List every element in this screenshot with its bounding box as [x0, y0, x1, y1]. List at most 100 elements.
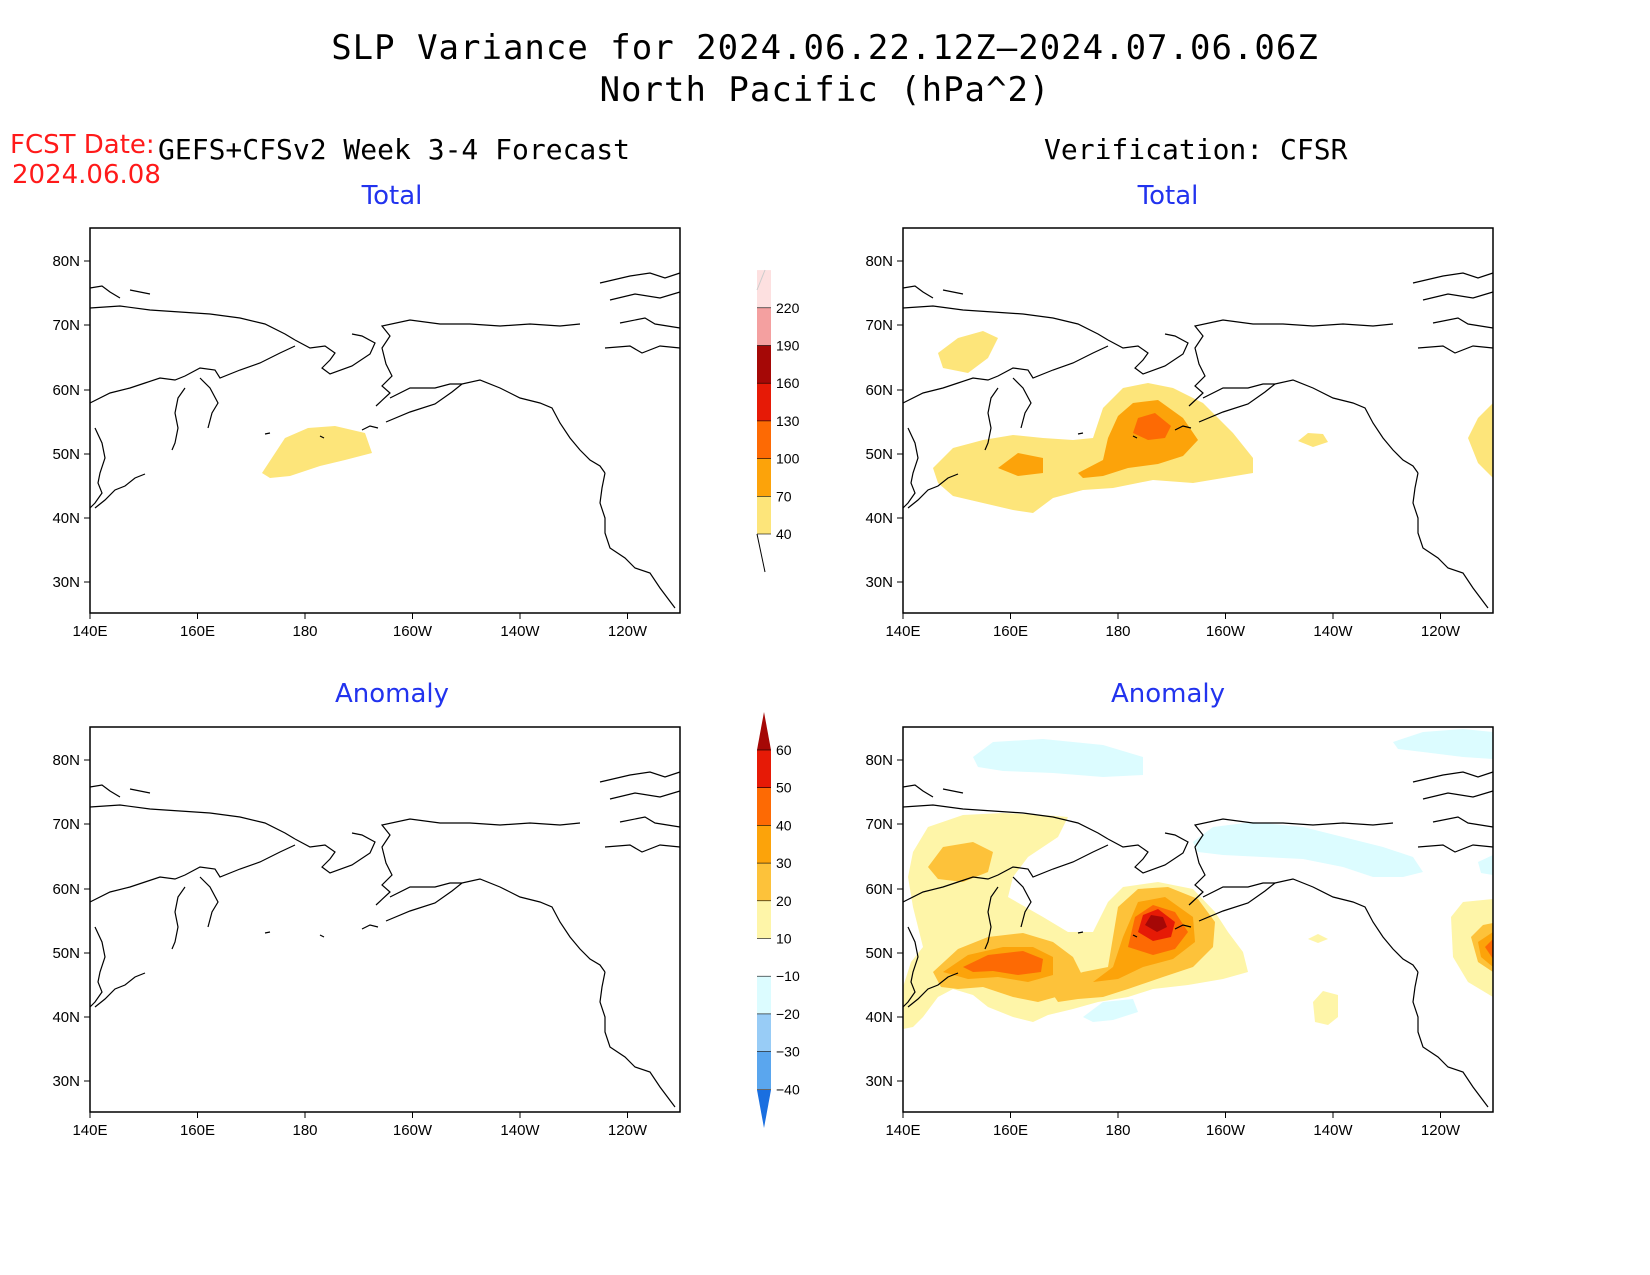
- lat-label: 60N: [52, 881, 80, 898]
- anomaly-contour-neg10: [1083, 999, 1138, 1022]
- colorbar-total-label: 70: [776, 488, 792, 504]
- lon-label: 160E: [180, 1122, 215, 1139]
- colorbar-total-swatch: [757, 458, 771, 497]
- lat-label: 40N: [52, 1009, 80, 1026]
- lon-label: 120W: [608, 623, 648, 640]
- variance-contour-40: [933, 383, 1253, 513]
- colorbar-anomaly-label: 50: [776, 780, 792, 796]
- lat-label: 80N: [865, 253, 893, 270]
- lon-label: 160W: [1206, 623, 1246, 640]
- lon-label: 120W: [608, 1122, 648, 1139]
- lon-label: 140W: [1313, 1122, 1353, 1139]
- fcst-date-label: FCST Date:: [10, 130, 155, 160]
- forecast-header: GEFS+CFSv2 Week 3-4 Forecast: [158, 133, 631, 166]
- colorbar-anomaly-label: −10: [776, 968, 800, 984]
- anomaly-contour-20: [928, 842, 993, 882]
- lon-label: 160E: [180, 623, 215, 640]
- colorbar-anomaly-swatch: [757, 750, 771, 788]
- anomaly-contour-10: [1308, 934, 1328, 943]
- colorbar-total-swatch: [757, 270, 771, 308]
- map-axes: 140E 160E 180 160W 140W 120W 80N 70N 60N 50N 40N 30…: [52, 253, 1460, 1139]
- lon-label: 160E: [993, 623, 1028, 640]
- colorbar-anomaly-label: 60: [776, 742, 792, 758]
- colorbar-total-swatch: [757, 345, 771, 384]
- colorbar-anomaly-swatch: [757, 1051, 771, 1090]
- anomaly-contour-neg10: [1393, 729, 1493, 759]
- verification-header: Verification: CFSR: [1044, 133, 1348, 166]
- variance-contour-100: [1133, 413, 1171, 440]
- variance-contour-70: [998, 453, 1043, 476]
- colorbar-anomaly-swatch: [757, 787, 771, 826]
- lon-label: 160W: [393, 1122, 433, 1139]
- anomaly-contour-neg10: [1193, 822, 1423, 877]
- map-forecast-total: [89, 227, 681, 614]
- anomaly-contour-40: [963, 951, 1043, 975]
- colorbar-total-swatch: [757, 496, 771, 534]
- colorbar-anomaly-swatch: [757, 825, 771, 864]
- anomaly-contour-neg10: [973, 739, 1143, 777]
- lon-label: 140E: [72, 1122, 107, 1139]
- colorbar-total-label: 40: [776, 526, 792, 542]
- panel-title-forecast-anomaly: Anomaly: [334, 679, 450, 709]
- colorbar-anomaly-label: 20: [776, 893, 792, 909]
- colorbar-total-swatch: [757, 420, 771, 459]
- colorbar-anomaly: 60 50 40 30 20 10 −10 −20 −30 −40: [757, 712, 800, 1128]
- colorbar-anomaly-label: 40: [776, 817, 792, 833]
- lon-label: 180: [1105, 623, 1130, 640]
- lat-label: 80N: [52, 253, 80, 270]
- colorbar-anomaly-swatch: [757, 976, 771, 1014]
- lon-label: 120W: [1421, 1122, 1461, 1139]
- colorbar-total-swatch: [757, 307, 771, 346]
- lon-label: 160E: [993, 1122, 1028, 1139]
- lat-label: 60N: [865, 881, 893, 898]
- map-forecast-anomaly: [89, 726, 681, 1113]
- colorbar-anomaly-swatch: [757, 938, 771, 977]
- lat-label: 40N: [865, 1009, 893, 1026]
- colorbar-anomaly-swatch: [757, 863, 771, 901]
- colorbar-total-label: 190: [776, 338, 800, 354]
- lat-label: 50N: [52, 446, 80, 463]
- lat-label: 60N: [865, 382, 893, 399]
- chart-title: SLP Variance for 2024.06.22.12Z–2024.07.…: [331, 28, 1319, 68]
- colorbar-anomaly-label: 30: [776, 855, 792, 871]
- lat-label: 70N: [52, 816, 80, 833]
- colorbar-total: 40 70 100 130 160 190 220: [756, 269, 800, 573]
- colorbar-anomaly-swatch: [757, 900, 771, 939]
- lat-label: 40N: [52, 510, 80, 527]
- lon-label: 180: [292, 623, 317, 640]
- lat-label: 50N: [865, 446, 893, 463]
- fcst-date-value: 2024.06.08: [12, 160, 161, 190]
- variance-contour-40: [938, 331, 998, 373]
- lon-label: 180: [292, 1122, 317, 1139]
- lat-label: 70N: [865, 816, 893, 833]
- lat-label: 30N: [52, 1073, 80, 1090]
- colorbar-anomaly-bottom-arrow: [757, 1090, 771, 1128]
- lat-label: 50N: [865, 945, 893, 962]
- colorbar-anomaly-label: −30: [776, 1044, 800, 1060]
- colorbar-total-label: 220: [776, 300, 800, 316]
- anomaly-contour-neg10: [1478, 855, 1493, 875]
- panel-title-verification-total: Total: [1137, 181, 1199, 211]
- lon-label: 140E: [885, 1122, 920, 1139]
- lon-label: 140E: [72, 623, 107, 640]
- anomaly-contour-10: [1313, 991, 1338, 1025]
- variance-contour-40: [1468, 403, 1493, 478]
- colorbar-anomaly-label: 10: [776, 931, 792, 947]
- lon-label: 180: [1105, 1122, 1130, 1139]
- colorbar-total-swatch: [757, 383, 771, 421]
- colorbar-anomaly-swatch: [757, 1013, 771, 1052]
- lat-label: 30N: [865, 1073, 893, 1090]
- lon-label: 160W: [393, 623, 433, 640]
- lat-label: 70N: [52, 317, 80, 334]
- map-verification-anomaly: [902, 726, 1494, 1113]
- anomaly-contour-30: [1478, 932, 1493, 967]
- lat-label: 40N: [865, 510, 893, 527]
- chart-subtitle: North Pacific (hPa^2): [599, 70, 1051, 110]
- map-verification-total: [902, 227, 1494, 614]
- colorbar-anomaly-label: −40: [776, 1081, 800, 1097]
- lon-label: 140W: [1313, 623, 1353, 640]
- lat-label: 30N: [52, 574, 80, 591]
- anomaly-contour-10: [1451, 899, 1493, 997]
- panel-title-forecast-total: Total: [361, 181, 423, 211]
- variance-contour-40: [262, 426, 372, 478]
